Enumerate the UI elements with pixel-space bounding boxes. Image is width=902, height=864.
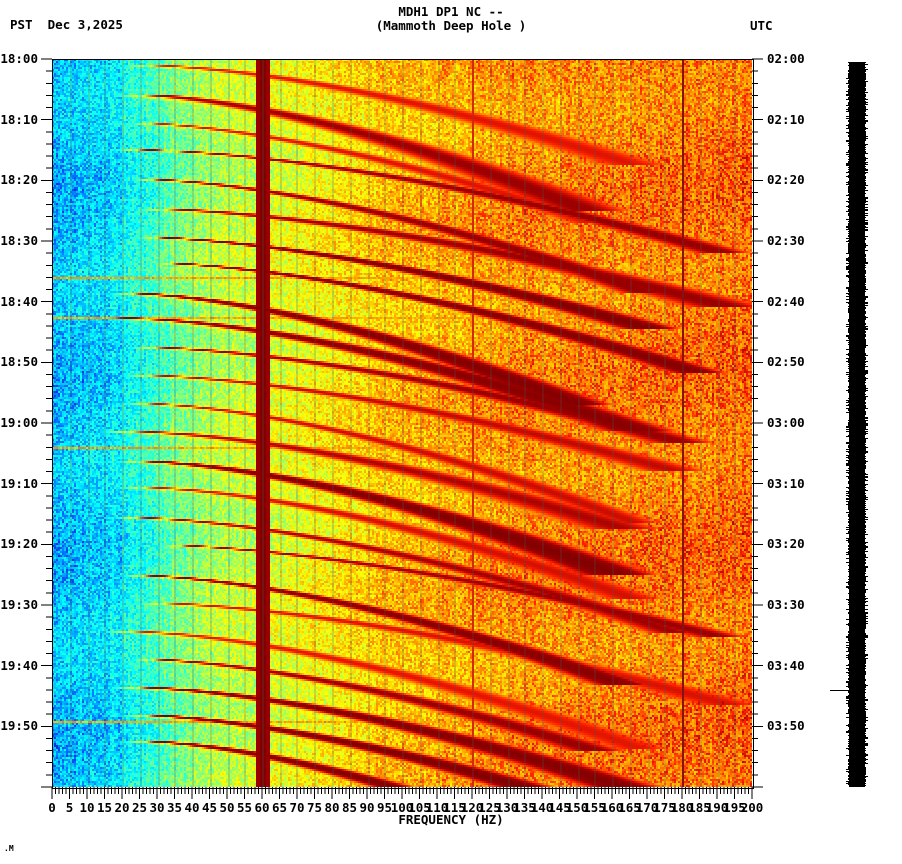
left-time-tick-label: 19:00 [0, 415, 38, 430]
right-time-tick-label: 03:10 [767, 475, 805, 491]
frequency-tick-label: 75 [306, 800, 323, 815]
frequency-tick-label: 5 [65, 800, 74, 815]
left-time-tick-label: 18:40 [0, 293, 38, 309]
right-time-tick-label: 03:00 [767, 415, 805, 430]
frequency-tick-label: 35 [166, 800, 183, 815]
frequency-tick-label: 130 [495, 800, 519, 815]
frequency-tick-label: 0 [48, 800, 56, 815]
frequency-tick-label: 125 [478, 800, 501, 815]
right-time-tick-label: 03:20 [767, 536, 805, 552]
spectrogram-plot-area [52, 59, 752, 787]
frequency-tick-label: 85 [341, 800, 358, 815]
frequency-tick-label: 110 [425, 800, 449, 815]
frequency-tick-label: 55 [236, 800, 253, 815]
frequency-tick-label: 200 [740, 800, 764, 815]
right-time-tick-label: 02:00 [767, 51, 805, 66]
header-date: Dec 3,2025 [47, 17, 123, 32]
frequency-tick-label: 155 [583, 800, 606, 815]
right-time-tick-label: 02:20 [767, 172, 805, 188]
corner-mark: .M [4, 844, 14, 853]
left-time-tick-label: 18:10 [0, 111, 38, 127]
frequency-tick-label: 150 [565, 800, 589, 815]
frequency-tick-label: 115 [443, 800, 466, 815]
frequency-tick-label: 100 [390, 800, 414, 815]
saturated-amplitude-strip [846, 62, 868, 787]
amplitude-strip-canvas [846, 62, 868, 787]
left-time-tick-label: 19:30 [0, 597, 38, 612]
frequency-tick-label: 90 [359, 800, 375, 815]
frequency-tick-label: 105 [408, 800, 431, 815]
header-station-name: (Mammoth Deep Hole ) [375, 18, 527, 33]
header-timezone-left: PST [10, 17, 33, 32]
frequency-tick-label: 160 [600, 800, 624, 815]
left-time-tick-label: 18:50 [0, 354, 38, 370]
left-time-tick-label: 18:00 [0, 51, 38, 66]
frequency-tick-label: 80 [324, 800, 340, 815]
right-time-tick-label: 02:40 [767, 293, 805, 309]
frequency-tick-label: 15 [96, 800, 113, 815]
frequency-tick-label: 135 [513, 800, 536, 815]
frequency-tick-label: 145 [548, 800, 571, 815]
right-time-tick-label: 02:10 [767, 111, 805, 127]
left-time-tick-label: 18:30 [0, 233, 38, 248]
frequency-tick-label: 95 [376, 800, 393, 815]
frequency-tick-label: 120 [460, 800, 484, 815]
left-time-tick-label: 19:40 [0, 657, 38, 673]
right-time-tick-label: 03:30 [767, 597, 805, 612]
frequency-tick-label: 190 [705, 800, 729, 815]
frequency-tick-label: 25 [131, 800, 148, 815]
header-station-line: MDH1 DP1 NC -- [398, 4, 504, 19]
header-timezone-right: UTC [750, 18, 773, 33]
frequency-tick-label: 180 [670, 800, 694, 815]
frequency-tick-label: 10 [79, 800, 95, 815]
frequency-tick-label: 165 [618, 800, 641, 815]
frequency-tick-label: 140 [530, 800, 554, 815]
left-time-tick-label: 19:50 [0, 718, 38, 734]
frequency-tick-label: 30 [149, 800, 165, 815]
frequency-tick-label: 195 [723, 800, 746, 815]
frequency-tick-label: 170 [635, 800, 659, 815]
right-time-tick-label: 02:50 [767, 354, 805, 370]
frequency-tick-label: 60 [254, 800, 270, 815]
frequency-tick-label: 185 [688, 800, 711, 815]
left-time-tick-label: 19:10 [0, 475, 38, 491]
right-time-tick-label: 03:50 [767, 718, 805, 734]
frequency-tick-label: 40 [184, 800, 200, 815]
header-left-timezone-date: PST Dec 3,2025 [10, 17, 123, 32]
frequency-tick-label: 65 [271, 800, 288, 815]
frequency-tick-label: 20 [114, 800, 130, 815]
frequency-tick-label: 175 [653, 800, 676, 815]
left-time-tick-label: 18:20 [0, 172, 38, 188]
amplitude-strip-tick [830, 690, 848, 691]
frequency-tick-label: 50 [219, 800, 235, 815]
left-time-tick-label: 19:20 [0, 536, 38, 552]
frequency-tick-label: 70 [289, 800, 305, 815]
frequency-axis-title: FREQUENCY (HZ) [398, 812, 504, 827]
right-time-tick-label: 03:40 [767, 657, 805, 673]
right-time-tick-label: 02:30 [767, 233, 805, 248]
spectrogram-canvas [52, 59, 752, 787]
frequency-tick-label: 45 [201, 800, 218, 815]
